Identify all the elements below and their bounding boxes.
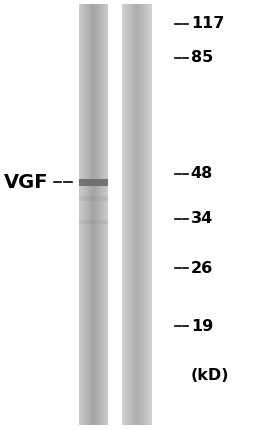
Bar — [129, 4, 130, 425]
Bar — [142, 4, 143, 425]
Bar — [151, 4, 152, 425]
Bar — [85, 4, 86, 425]
Bar — [92, 4, 93, 425]
Bar — [99, 4, 100, 425]
Text: 117: 117 — [191, 16, 224, 31]
Bar — [84, 4, 85, 425]
Bar — [79, 179, 108, 186]
Bar — [123, 4, 124, 425]
Bar — [140, 4, 141, 425]
Bar — [150, 4, 151, 425]
Bar — [145, 4, 146, 425]
Bar — [144, 4, 145, 425]
Bar — [147, 4, 148, 425]
Bar — [90, 4, 91, 425]
Bar — [105, 4, 106, 425]
Bar — [89, 4, 90, 425]
Bar — [128, 4, 129, 425]
Bar — [127, 4, 128, 425]
Bar — [122, 4, 123, 425]
Bar — [146, 4, 147, 425]
Text: 85: 85 — [191, 51, 213, 65]
Text: VGF: VGF — [4, 173, 48, 192]
Bar — [86, 4, 87, 425]
Bar — [130, 4, 131, 425]
Bar — [139, 4, 140, 425]
Bar — [143, 4, 144, 425]
Bar — [136, 4, 137, 425]
Bar — [133, 4, 134, 425]
Bar — [135, 4, 136, 425]
Text: 48: 48 — [191, 166, 213, 181]
Bar — [79, 196, 108, 201]
Bar — [131, 4, 132, 425]
Bar — [96, 4, 97, 425]
Bar — [88, 4, 89, 425]
Bar — [100, 4, 101, 425]
Bar — [97, 4, 98, 425]
Bar — [82, 4, 83, 425]
Bar — [149, 4, 150, 425]
Bar — [124, 4, 125, 425]
Text: (kD): (kD) — [191, 368, 229, 383]
Bar — [94, 4, 95, 425]
Bar — [132, 4, 133, 425]
Bar — [125, 4, 126, 425]
Bar — [134, 4, 135, 425]
Bar — [98, 4, 99, 425]
Bar — [83, 4, 84, 425]
Text: 26: 26 — [191, 261, 213, 275]
Bar — [141, 4, 142, 425]
Text: 34: 34 — [191, 211, 213, 226]
Bar — [79, 220, 108, 224]
Bar — [103, 4, 104, 425]
Bar — [107, 4, 108, 425]
Bar — [81, 4, 82, 425]
Bar — [87, 4, 88, 425]
Bar — [106, 4, 107, 425]
Text: 19: 19 — [191, 319, 213, 333]
Bar — [93, 4, 94, 425]
Bar — [104, 4, 105, 425]
Bar — [80, 4, 81, 425]
Bar — [148, 4, 149, 425]
Bar — [101, 4, 102, 425]
Bar — [137, 4, 138, 425]
Bar — [91, 4, 92, 425]
Bar — [95, 4, 96, 425]
Bar — [79, 4, 80, 425]
Bar — [138, 4, 139, 425]
Bar — [126, 4, 127, 425]
Bar — [102, 4, 103, 425]
